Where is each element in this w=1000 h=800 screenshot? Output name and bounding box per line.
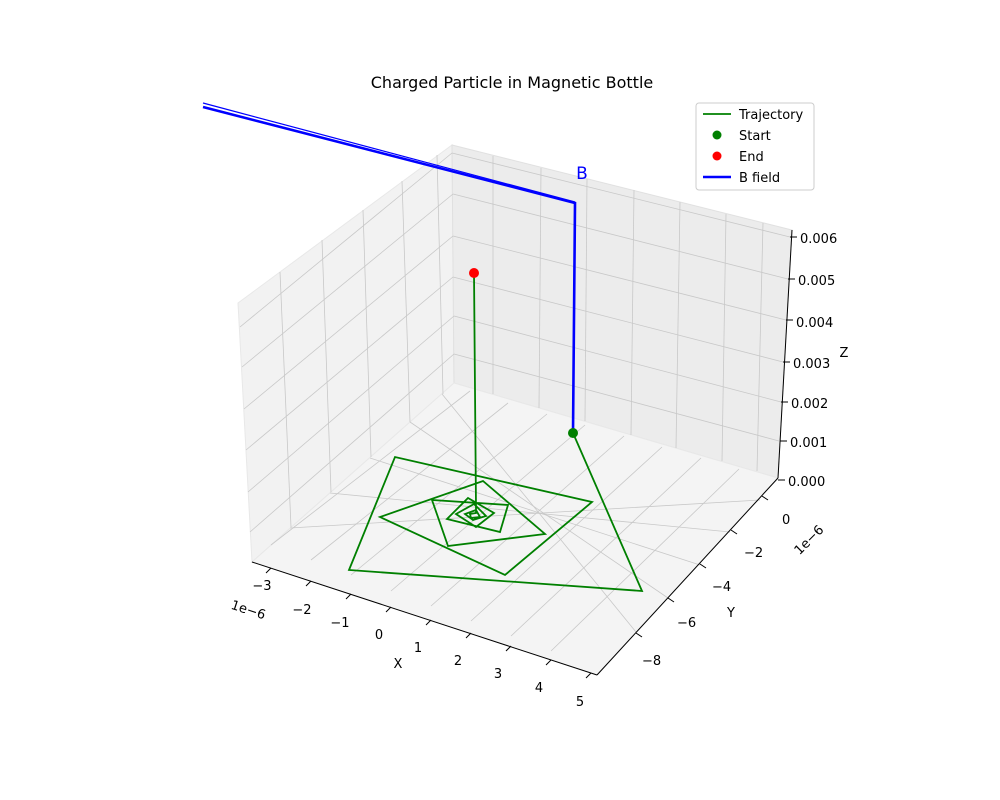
end-point bbox=[469, 268, 479, 278]
gridlines bbox=[239, 152, 791, 652]
back-grid-h bbox=[453, 353, 780, 442]
legend-trajectory-label: Trajectory bbox=[738, 108, 803, 123]
x-axis-label: X bbox=[394, 657, 403, 672]
back-grid-h bbox=[452, 193, 789, 280]
back-grid-v bbox=[675, 201, 681, 449]
back-grid-h bbox=[452, 235, 787, 321]
x-tick-mark bbox=[345, 593, 352, 600]
z-axis-line bbox=[777, 229, 793, 479]
y-tick-mark bbox=[667, 597, 675, 603]
axis-lines bbox=[251, 229, 793, 676]
y-tick-label: −8 bbox=[642, 654, 661, 669]
x-tick-label: 0 bbox=[375, 628, 383, 643]
y-axis-line bbox=[596, 477, 779, 676]
x-tick-label: 3 bbox=[494, 667, 502, 682]
floor-grid-x bbox=[270, 390, 471, 546]
z-tick-label: 0.002 bbox=[791, 397, 828, 412]
legend-end-swatch bbox=[712, 151, 722, 161]
x-tick-mark bbox=[505, 645, 512, 652]
x-tick-label: −2 bbox=[292, 603, 311, 618]
left-grid-h bbox=[239, 152, 453, 328]
x-axis-line bbox=[251, 561, 598, 676]
left-grid-h bbox=[249, 353, 455, 533]
floor-grid-y bbox=[329, 492, 731, 533]
x-tick-mark bbox=[305, 580, 312, 587]
y-tick-label: −2 bbox=[744, 546, 763, 561]
z-axis-label: Z bbox=[840, 346, 849, 361]
x-scale-label: 1e−6 bbox=[229, 598, 267, 623]
legend-frame bbox=[695, 102, 815, 191]
left-grid-v bbox=[436, 154, 444, 395]
x-tick-mark bbox=[545, 659, 552, 666]
back-grid-h bbox=[452, 276, 784, 363]
left-grid-h bbox=[245, 276, 454, 451]
floor-grid-x bbox=[550, 468, 740, 652]
b-field-line bbox=[202, 105, 577, 434]
left-grid-h bbox=[247, 315, 455, 493]
legend-bfield-label: B field bbox=[739, 171, 780, 186]
tick-marks bbox=[265, 236, 797, 679]
legend: Trajectory Start End B field bbox=[695, 102, 815, 191]
x-tick-mark bbox=[585, 672, 592, 679]
x-tick-labels: −3 −2 −1 0 1 2 3 4 5 bbox=[252, 579, 584, 710]
x-tick-label: 5 bbox=[576, 695, 584, 710]
y-tick-labels: 0 −2 −4 −6 −8 bbox=[642, 513, 790, 669]
y-axis-label: Y bbox=[726, 606, 735, 621]
z-tick-label: 0.001 bbox=[790, 436, 827, 451]
back-grid-h bbox=[453, 315, 782, 403]
z-tick-label: 0.005 bbox=[798, 274, 835, 289]
x-tick-mark bbox=[265, 567, 272, 574]
y-tick-mark bbox=[635, 632, 643, 638]
floor-grid-x bbox=[350, 413, 548, 576]
floor-grid-x bbox=[510, 457, 702, 637]
left-grid-v bbox=[321, 239, 332, 493]
z-tick-label: 0.004 bbox=[796, 316, 833, 331]
back-grid-v bbox=[756, 222, 764, 472]
back-grid-v bbox=[630, 189, 635, 436]
y-tick-mark bbox=[761, 495, 769, 501]
x-tick-label: −1 bbox=[330, 616, 349, 631]
floor-grid-y bbox=[441, 393, 637, 633]
y-tick-label: 0 bbox=[782, 513, 790, 528]
z-tick-label: 0.000 bbox=[788, 475, 825, 490]
y-tick-label: −6 bbox=[677, 616, 696, 631]
b-field-line bbox=[202, 102, 576, 203]
z-tick-label: 0.006 bbox=[800, 232, 837, 247]
floor-grid-y bbox=[409, 421, 669, 599]
back-grid-v bbox=[538, 167, 542, 409]
axes-panes bbox=[237, 144, 793, 676]
chart-title: Charged Particle in Magnetic Bottle bbox=[371, 73, 653, 92]
left-grid-v bbox=[401, 180, 411, 423]
y-tick-mark bbox=[699, 563, 707, 569]
floor-grid-x bbox=[390, 424, 586, 592]
x-tick-mark bbox=[425, 619, 432, 626]
x-tick-label: 2 bbox=[454, 654, 462, 669]
x-tick-label: 1 bbox=[414, 641, 422, 656]
left-grid-h bbox=[243, 235, 454, 410]
y-scale-label: 1e−6 bbox=[792, 523, 828, 559]
left-grid-v bbox=[279, 271, 292, 528]
floor-grid-y bbox=[369, 457, 701, 566]
y-tick-mark bbox=[730, 529, 738, 535]
back-grid-v bbox=[584, 178, 588, 422]
back-grid-v bbox=[721, 213, 727, 462]
x-tick-mark bbox=[465, 632, 472, 639]
b-field-label: B bbox=[576, 164, 588, 184]
legend-start-swatch bbox=[712, 130, 722, 140]
z-tick-label: 0.003 bbox=[793, 357, 830, 372]
x-tick-label: 4 bbox=[535, 681, 543, 696]
y-tick-label: −4 bbox=[712, 580, 731, 595]
floor-grid-x bbox=[470, 446, 663, 622]
trajectory-line bbox=[347, 272, 644, 593]
left-grid-v bbox=[362, 209, 372, 458]
x-tick-mark bbox=[385, 606, 392, 613]
legend-start-label: Start bbox=[739, 129, 771, 144]
back-grid-h bbox=[451, 152, 791, 238]
start-point bbox=[568, 428, 578, 438]
left-grid-h bbox=[241, 193, 454, 368]
legend-end-label: End bbox=[739, 150, 764, 165]
z-tick-labels: 0.000 0.001 0.002 0.003 0.004 0.005 0.00… bbox=[788, 232, 837, 490]
x-tick-label: −3 bbox=[252, 579, 271, 594]
